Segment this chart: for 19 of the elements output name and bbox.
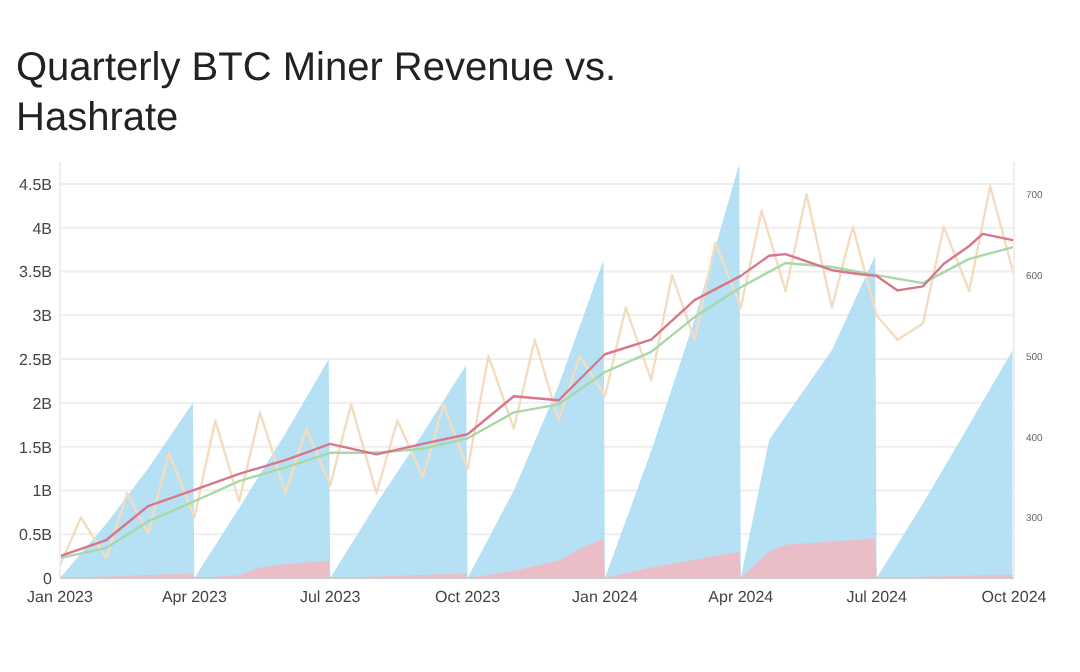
chart-title: Quarterly BTC Miner Revenue vs. Hashrate [16, 46, 617, 140]
y-tick-label: 2B [32, 394, 52, 413]
x-tick-label: Apr 2024 [708, 588, 775, 606]
y-tick-label: 0.5B [19, 526, 52, 545]
y-tick-label: 4B [32, 219, 52, 238]
y-tick-label: 2.5B [19, 351, 52, 370]
y-tick-label: 3.5B [19, 263, 52, 282]
x-tick-label: Jul 2024 [846, 588, 908, 606]
y-tick-label: 3B [32, 307, 52, 326]
x-tick-label: Oct 2024 [981, 588, 1048, 606]
x-tick-label: Jan 2024 [572, 588, 639, 606]
y-tick-label: 1.5B [19, 438, 52, 457]
x-tick-label: Jan 2023 [27, 588, 95, 606]
x-tick-label: Apr 2023 [161, 588, 228, 606]
y-tick-label: 0 [43, 570, 54, 588]
x-tick-label: Oct 2023 [435, 588, 502, 606]
y-tick-label: 4.5B [19, 175, 52, 194]
y-tick-label: 1B [32, 482, 52, 501]
x-tick-label: Jul 2023 [299, 588, 362, 606]
